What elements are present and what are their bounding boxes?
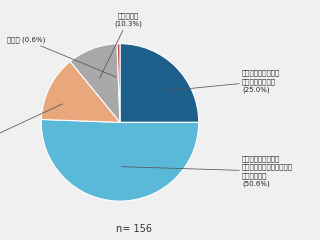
Wedge shape	[41, 61, 120, 122]
Text: 業務システムの
開発／運用と、
デジタルトラン
スフォーメー
ションのプロ
ジェクト関与
(13.5%): 業務システムの 開発／運用と、 デジタルトラン スフォーメー ションのプロ ジェ…	[0, 104, 62, 173]
Wedge shape	[120, 44, 199, 122]
Wedge shape	[51, 127, 189, 179]
Wedge shape	[117, 44, 120, 122]
Text: その他 (0.6%): その他 (0.6%)	[7, 36, 116, 77]
Text: 既存業務システムの
運用／更新が中心
(25.0%): 既存業務システムの 運用／更新が中心 (25.0%)	[166, 70, 280, 93]
Wedge shape	[117, 79, 120, 129]
Wedge shape	[76, 79, 120, 129]
Text: わからない
(10.3%): わからない (10.3%)	[100, 13, 142, 78]
Wedge shape	[41, 120, 199, 201]
Text: n= 156: n= 156	[116, 224, 152, 234]
Text: 既存業務システムの
運用／更新と、新たな業務
のシステム化
(50.6%): 既存業務システムの 運用／更新と、新たな業務 のシステム化 (50.6%)	[122, 156, 293, 187]
Wedge shape	[120, 79, 189, 129]
Wedge shape	[70, 44, 120, 122]
Wedge shape	[51, 90, 120, 129]
